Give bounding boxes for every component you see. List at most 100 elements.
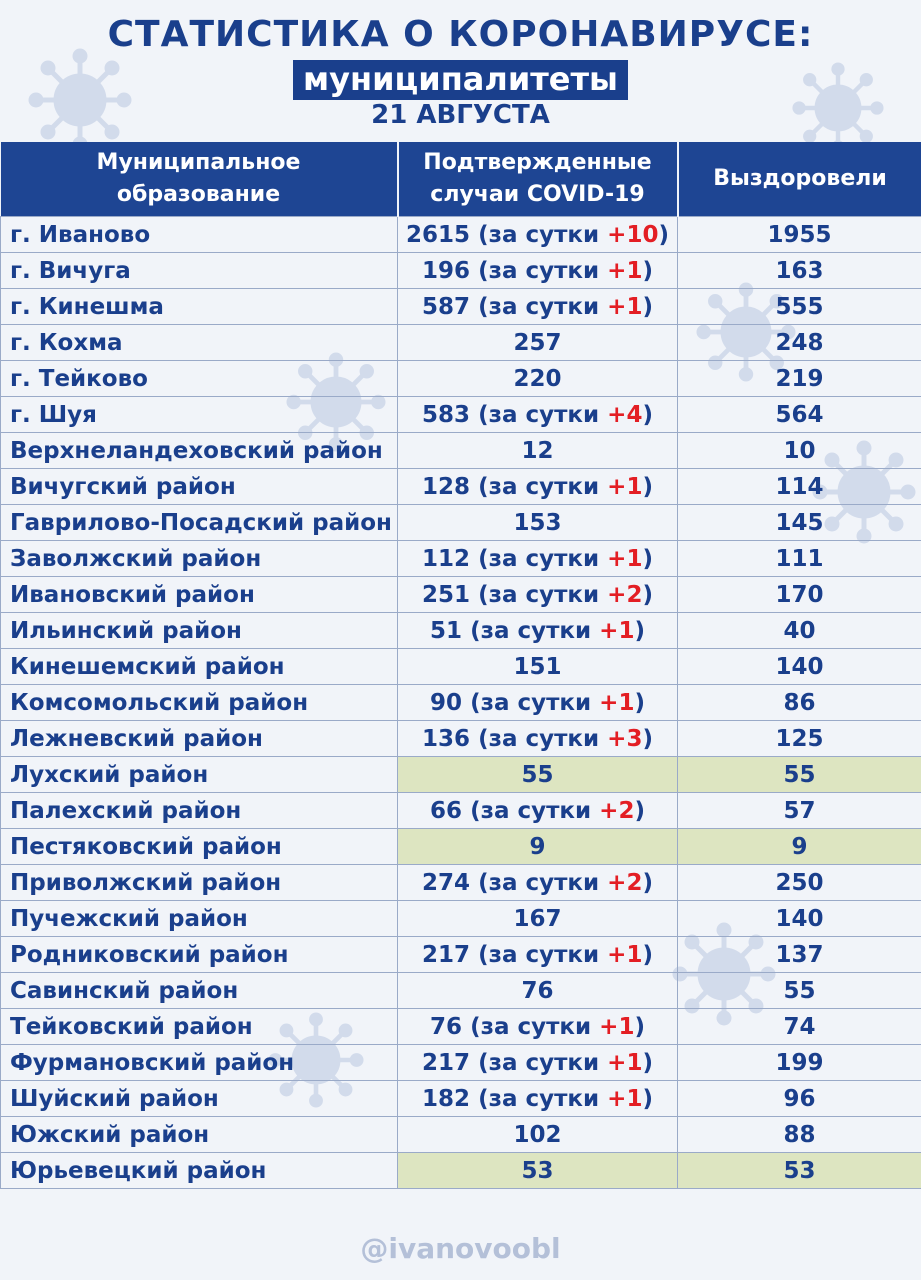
confirmed-count: 55 xyxy=(521,761,554,788)
daily-label: (за сутки xyxy=(478,257,608,284)
table-row: г. Иваново 2615 (за сутки +10) 1955 xyxy=(0,216,921,253)
municipality-name: Заволжский район xyxy=(0,540,398,577)
daily-label-close: ) xyxy=(642,473,653,500)
confirmed-count: 217 xyxy=(422,941,471,968)
daily-increase: +2 xyxy=(607,869,643,896)
confirmed-cell: 112 (за сутки +1) xyxy=(397,540,678,577)
municipality-name: Юрьевецкий район xyxy=(0,1152,398,1189)
report-date: 21 АВГУСТА xyxy=(371,100,550,130)
daily-label-close: ) xyxy=(642,257,653,284)
municipality-name: Южский район xyxy=(0,1116,398,1153)
confirmed-cell: 196 (за сутки +1) xyxy=(397,252,678,289)
table-row: Тейковский район 76 (за сутки +1) 74 xyxy=(0,1008,921,1045)
table-row: Заволжский район 112 (за сутки +1) 111 xyxy=(0,540,921,577)
municipality-name: Комсомольский район xyxy=(0,684,398,721)
confirmed-cell: 220 xyxy=(397,360,678,397)
recovered-count: 1955 xyxy=(677,216,921,253)
recovered-count: 114 xyxy=(677,468,921,505)
daily-label: (за сутки xyxy=(470,797,600,824)
municipality-name: г. Иваново xyxy=(0,216,398,253)
municipality-name: Шуйский район xyxy=(0,1080,398,1117)
table-row: г. Кинешма 587 (за сутки +1) 555 xyxy=(0,288,921,325)
stats-table: Муниципальное образование Подтвержденные… xyxy=(0,142,921,1189)
recovered-count: 57 xyxy=(677,792,921,829)
table-row: Южский район 102 88 xyxy=(0,1116,921,1153)
daily-increase: +2 xyxy=(599,797,635,824)
recovered-count: 10 xyxy=(677,432,921,469)
confirmed-cell: 76 xyxy=(397,972,678,1009)
daily-label-close: ) xyxy=(634,797,645,824)
recovered-count: 250 xyxy=(677,864,921,901)
confirmed-cell: 90 (за сутки +1) xyxy=(397,684,678,721)
daily-label: (за сутки xyxy=(478,941,608,968)
confirmed-count: 136 xyxy=(422,725,471,752)
confirmed-count: 587 xyxy=(422,293,471,320)
confirmed-cell: 9 xyxy=(397,828,678,865)
municipality-name: Приволжский район xyxy=(0,864,398,901)
confirmed-cell: 217 (за сутки +1) xyxy=(397,936,678,973)
header-municipality-line2: образование xyxy=(116,182,281,207)
daily-increase: +1 xyxy=(607,1049,643,1076)
confirmed-count: 90 xyxy=(430,689,463,716)
daily-increase: +1 xyxy=(599,617,635,644)
recovered-count: 111 xyxy=(677,540,921,577)
confirmed-count: 53 xyxy=(521,1157,554,1184)
confirmed-count: 196 xyxy=(422,257,471,284)
table-row: Палехский район 66 (за сутки +2) 57 xyxy=(0,792,921,829)
table-row: Кинешемский район 151 140 xyxy=(0,648,921,685)
confirmed-count: 2615 xyxy=(406,221,471,248)
table-row: г. Шуя 583 (за сутки +4) 564 xyxy=(0,396,921,433)
confirmed-count: 251 xyxy=(422,581,471,608)
confirmed-count: 167 xyxy=(513,905,562,932)
daily-label: (за сутки xyxy=(470,689,600,716)
daily-label-close: ) xyxy=(634,617,645,644)
daily-label: (за сутки xyxy=(470,617,600,644)
recovered-count: 199 xyxy=(677,1044,921,1081)
recovered-count: 140 xyxy=(677,648,921,685)
municipality-name: Ильинский район xyxy=(0,612,398,649)
recovered-count: 219 xyxy=(677,360,921,397)
daily-label: (за сутки xyxy=(478,1085,608,1112)
table-row: Лежневский район 136 (за сутки +3) 125 xyxy=(0,720,921,757)
confirmed-count: 583 xyxy=(422,401,471,428)
municipality-name: Гаврилово-Посадский район xyxy=(0,504,398,541)
confirmed-cell: 257 xyxy=(397,324,678,361)
table-row: Юрьевецкий район 53 53 xyxy=(0,1152,921,1189)
municipality-name: Пестяковский район xyxy=(0,828,398,865)
daily-label: (за сутки xyxy=(478,869,608,896)
table-header-row: Муниципальное образование Подтвержденные… xyxy=(0,142,921,217)
confirmed-cell: 76 (за сутки +1) xyxy=(397,1008,678,1045)
recovered-count: 55 xyxy=(677,972,921,1009)
table-row: Пучежский район 167 140 xyxy=(0,900,921,937)
table-row: Лухский район 55 55 xyxy=(0,756,921,793)
table-row: Фурмановский район 217 (за сутки +1) 199 xyxy=(0,1044,921,1081)
confirmed-count: 217 xyxy=(422,1049,471,1076)
daily-increase: +1 xyxy=(607,941,643,968)
municipality-name: Лежневский район xyxy=(0,720,398,757)
municipality-name: Тейковский район xyxy=(0,1008,398,1045)
confirmed-cell: 182 (за сутки +1) xyxy=(397,1080,678,1117)
daily-increase: +1 xyxy=(607,545,643,572)
daily-label: (за сутки xyxy=(470,1013,600,1040)
daily-label: (за сутки xyxy=(478,581,608,608)
table-body: г. Иваново 2615 (за сутки +10) 1955 г. Вичу… xyxy=(0,216,921,1189)
confirmed-cell: 217 (за сутки +1) xyxy=(397,1044,678,1081)
recovered-count: 74 xyxy=(677,1008,921,1045)
daily-increase: +1 xyxy=(599,689,635,716)
header-confirmed: Подтвержденные случаи COVID-19 xyxy=(397,142,679,217)
municipality-name: г. Кохма xyxy=(0,324,398,361)
recovered-count: 88 xyxy=(677,1116,921,1153)
header-confirmed-line2: случаи COVID-19 xyxy=(430,182,645,207)
table-row: г. Вичуга 196 (за сутки +1) 163 xyxy=(0,252,921,289)
confirmed-count: 51 xyxy=(430,617,463,644)
municipality-name: Ивановский район xyxy=(0,576,398,613)
daily-label: (за сутки xyxy=(478,725,608,752)
recovered-count: 248 xyxy=(677,324,921,361)
confirmed-count: 66 xyxy=(430,797,463,824)
daily-label: (за сутки xyxy=(478,401,608,428)
confirmed-cell: 167 xyxy=(397,900,678,937)
daily-increase: +10 xyxy=(607,221,659,248)
header-municipality-line1: Муниципальное xyxy=(96,150,301,175)
daily-label: (за сутки xyxy=(478,293,608,320)
confirmed-count: 182 xyxy=(422,1085,471,1112)
